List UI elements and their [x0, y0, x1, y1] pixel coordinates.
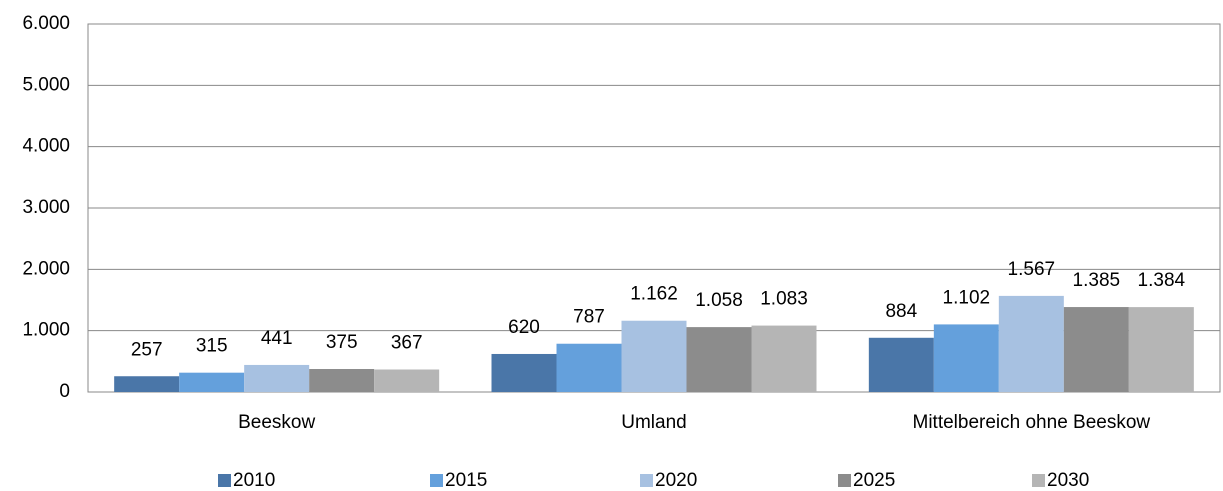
- legend-label: 2030: [1047, 470, 1089, 491]
- legend-swatch: [430, 474, 443, 487]
- data-label: 1.083: [760, 289, 808, 310]
- data-label: 884: [885, 301, 917, 322]
- bar: [244, 364, 310, 392]
- bar: [114, 376, 180, 392]
- bar: [1128, 307, 1194, 392]
- y-tick-label: 1.000: [22, 320, 70, 341]
- bar: [556, 343, 622, 392]
- data-label: 1.058: [695, 290, 743, 311]
- legend-label: 2010: [233, 470, 275, 491]
- x-tick-label: Umland: [621, 412, 686, 433]
- legend-swatch: [838, 474, 851, 487]
- data-label: 375: [326, 332, 358, 353]
- legend-swatch: [640, 474, 653, 487]
- bar: [998, 295, 1064, 392]
- legend-label: 2025: [853, 470, 895, 491]
- data-label: 1.102: [943, 287, 991, 308]
- x-tick-label: Beeskow: [238, 412, 315, 433]
- x-tick-label: Mittelbereich ohne Beeskow: [913, 412, 1151, 433]
- data-label: 1.162: [630, 284, 678, 305]
- bar: [309, 369, 375, 392]
- y-tick-label: 0: [59, 381, 70, 402]
- bar: [374, 369, 440, 392]
- bar: [179, 372, 245, 392]
- y-tick-label: 4.000: [22, 136, 70, 157]
- bar: [491, 353, 557, 392]
- data-label: 1.567: [1008, 259, 1056, 280]
- y-tick-label: 3.000: [22, 197, 70, 218]
- legend-label: 2015: [445, 470, 487, 491]
- legend-swatch: [1032, 474, 1045, 487]
- bar: [933, 324, 999, 392]
- bar: [621, 320, 687, 392]
- data-label: 441: [261, 328, 293, 349]
- data-label: 257: [131, 339, 163, 360]
- data-label: 1.384: [1138, 270, 1186, 291]
- bar: [1063, 307, 1129, 392]
- data-label: 367: [391, 333, 423, 354]
- legend-swatch: [218, 474, 231, 487]
- bar: [868, 337, 934, 392]
- data-label: 315: [196, 336, 228, 357]
- y-tick-label: 2.000: [22, 258, 70, 279]
- bar: [686, 327, 752, 392]
- y-tick-label: 6.000: [22, 13, 70, 34]
- data-label: 1.385: [1073, 270, 1121, 291]
- legend-label: 2020: [655, 470, 697, 491]
- bar: [751, 325, 817, 392]
- y-tick-label: 5.000: [22, 74, 70, 95]
- data-label: 620: [508, 317, 540, 338]
- data-label: 787: [573, 307, 605, 328]
